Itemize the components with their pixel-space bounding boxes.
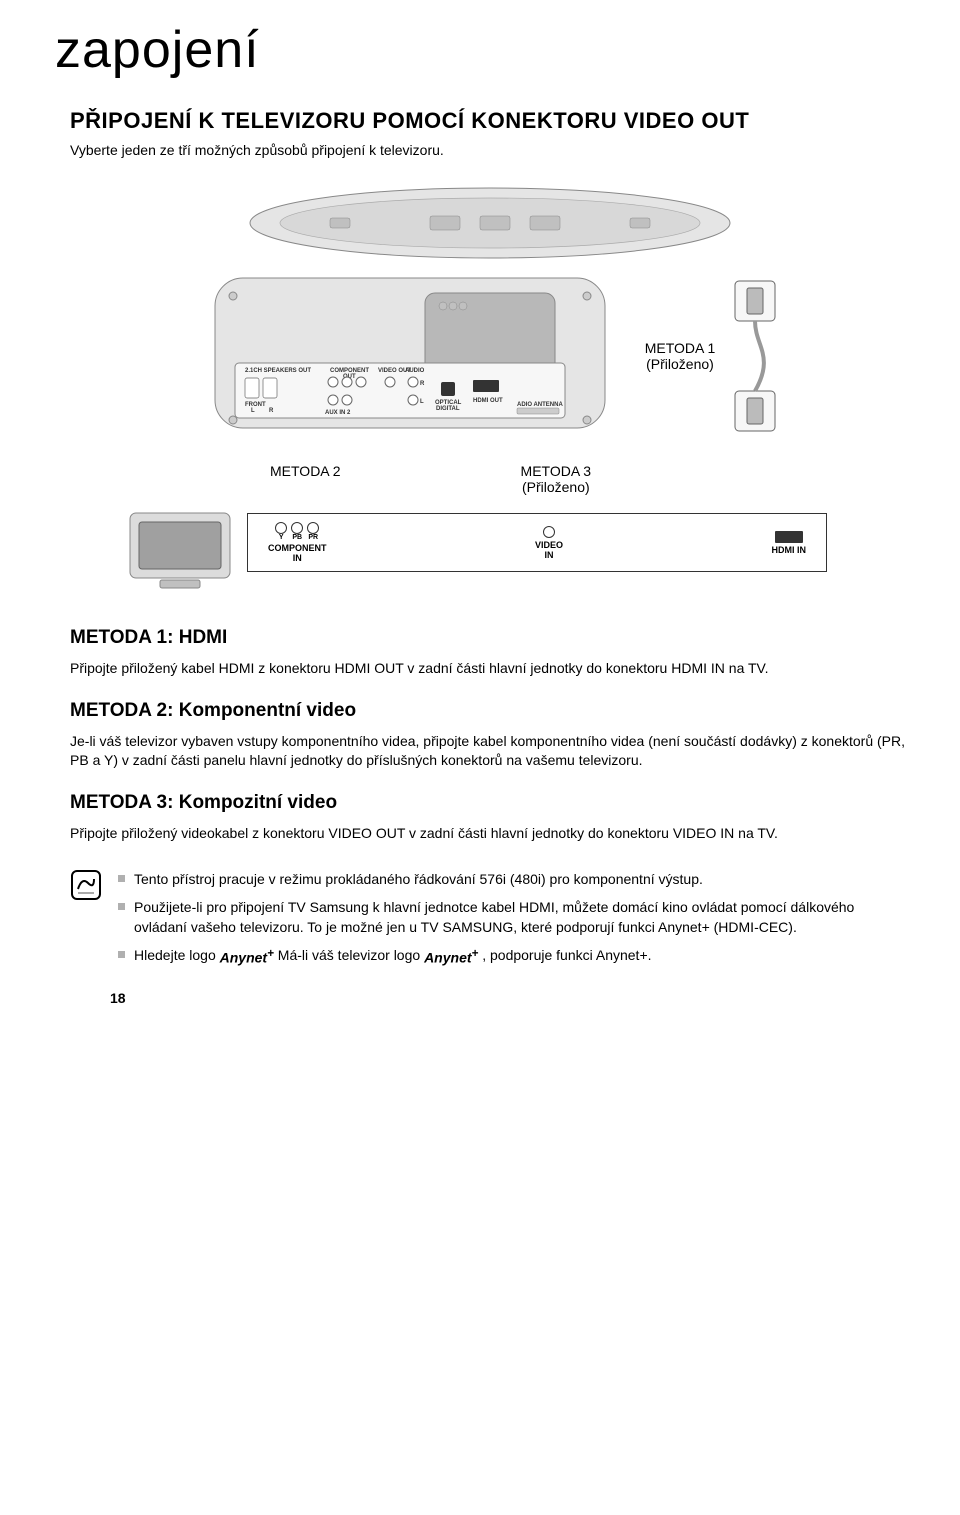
method3-sub-text: (Přiloženo) xyxy=(522,479,590,495)
method1-tag-text: METODA 1 xyxy=(645,340,716,356)
port-pb-label: PB xyxy=(292,534,302,541)
hdmi-in-label: HDMI IN xyxy=(771,545,806,555)
svg-text:AUX IN 2: AUX IN 2 xyxy=(325,410,351,416)
note3-part-c: , podporuje funkci Anynet+. xyxy=(482,947,651,963)
note-icon xyxy=(70,869,102,901)
svg-text:DIGITAL: DIGITAL xyxy=(436,406,460,412)
label-speakers-out: 2.1CH SPEAKERS OUT xyxy=(245,368,311,374)
port-pr-label: PR xyxy=(308,534,318,541)
method2-heading: METODA 2: Komponentní video xyxy=(70,700,910,722)
note-item-2: Použijete-li pro připojení TV Samsung k … xyxy=(118,897,910,938)
method3-tag-text: METODA 3 xyxy=(521,463,592,479)
notes-block: Tento přístroj pracuje v režimu prokláda… xyxy=(70,869,910,976)
page-number: 18 xyxy=(110,990,126,1006)
hdmi-cable-illustration xyxy=(725,276,785,436)
video-in-label: VIDEOIN xyxy=(535,540,563,560)
main-unit-rear-illustration: 2.1CH SPEAKERS OUT COMPONENT OUT VIDEO O… xyxy=(195,268,625,443)
video-in-port: VIDEOIN xyxy=(535,526,563,560)
svg-text:HDMI OUT: HDMI OUT xyxy=(473,398,503,404)
top-device-illustration xyxy=(230,178,750,268)
tv-illustration xyxy=(125,508,235,593)
chapter-title: zapojení xyxy=(55,20,910,80)
section-title: PŘIPOJENÍ K TELEVIZORU POMOCÍ KONEKTORU … xyxy=(70,108,910,134)
svg-text:L: L xyxy=(420,399,424,405)
note3-part-a: Hledejte logo xyxy=(134,947,220,963)
method1-label: METODA 1 (Přiloženo) xyxy=(645,340,716,372)
svg-text:R: R xyxy=(269,408,274,414)
note3-part-b: Má-li váš televizor logo xyxy=(278,947,424,963)
method2-body: Je-li váš televizor vybaven vstupy kompo… xyxy=(70,732,910,770)
method2-label: METODA 2 xyxy=(270,463,341,495)
intro-text: Vyberte jeden ze tří možných způsobů při… xyxy=(70,142,910,158)
method3-label: METODA 3 (Přiloženo) xyxy=(521,463,592,495)
connection-diagram: 2.1CH SPEAKERS OUT COMPONENT OUT VIDEO O… xyxy=(70,178,910,597)
port-y-label: Y xyxy=(279,534,284,541)
component-in-label: COMPONENTIN xyxy=(268,543,327,563)
method1-heading: METODA 1: HDMI xyxy=(70,627,910,649)
svg-text:FRONT: FRONT xyxy=(245,402,266,408)
svg-text:L: L xyxy=(251,408,255,414)
method1-body: Připojte přiložený kabel HDMI z konektor… xyxy=(70,659,910,678)
method3-body: Připojte přiložený videokabel z konektor… xyxy=(70,824,910,843)
anynet-logo-2: Anynet+ xyxy=(424,946,478,968)
svg-text:AUDIO: AUDIO xyxy=(405,368,425,374)
svg-text:ADIO ANTENNA: ADIO ANTENNA xyxy=(517,402,563,408)
note-item-3: Hledejte logo Anynet+ Má-li váš televizo… xyxy=(118,945,910,967)
hdmi-in-port: HDMI IN xyxy=(771,531,806,555)
method1-sub-text: (Přiloženo) xyxy=(646,356,714,372)
tv-port-panel: Y PB PR COMPONENTIN VIDEOIN xyxy=(247,513,827,572)
method3-heading: METODA 3: Kompozitní video xyxy=(70,792,910,814)
note-item-1: Tento přístroj pracuje v režimu prokláda… xyxy=(118,869,910,889)
svg-text:R: R xyxy=(420,381,425,387)
anynet-logo-1: Anynet+ xyxy=(220,946,274,968)
component-in-ports: Y PB PR COMPONENTIN xyxy=(268,522,327,563)
